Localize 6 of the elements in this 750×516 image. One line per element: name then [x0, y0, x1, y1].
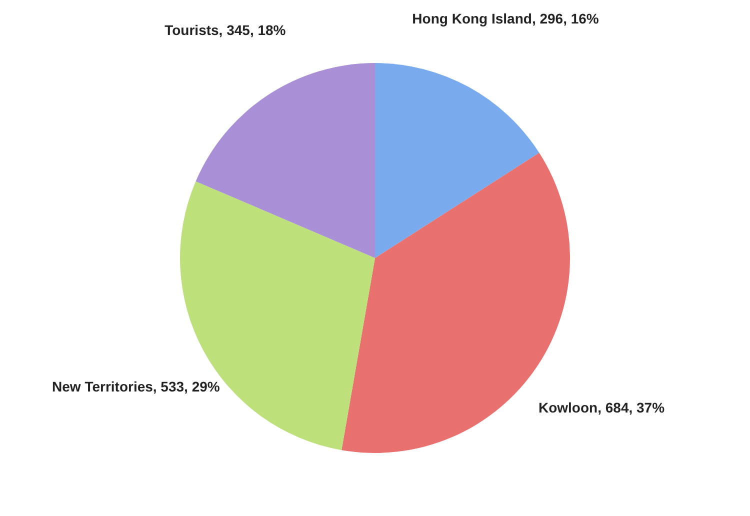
pie-slice	[375, 63, 540, 258]
slice-label: Hong Kong Island, 296, 16%	[412, 10, 600, 26]
slice-label: Tourists, 345, 18%	[164, 22, 286, 38]
slice-label: New Territories, 533, 29%	[52, 378, 220, 395]
slice-label: Kowloon, 684, 37%	[538, 400, 666, 416]
pie-slice	[196, 63, 375, 258]
